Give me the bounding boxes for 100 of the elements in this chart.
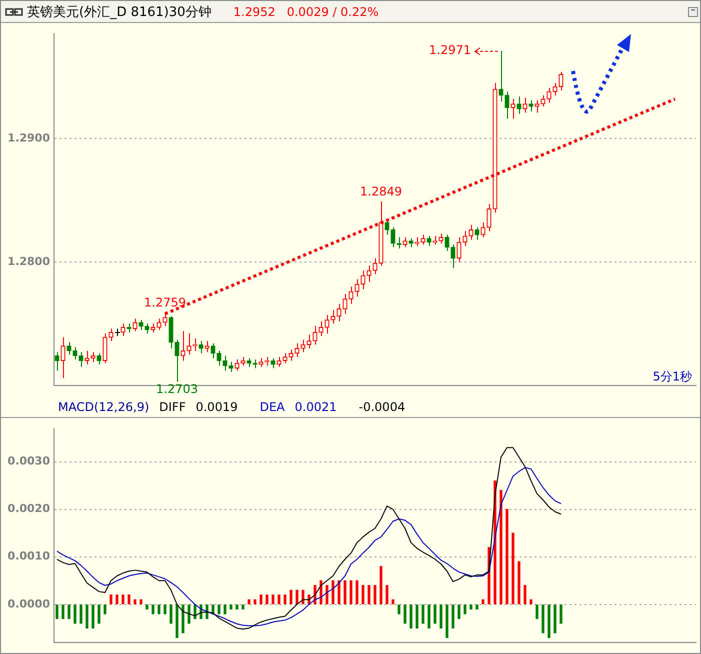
- candlestick: [90, 352, 96, 362]
- bar: [230, 604, 232, 610]
- bar: [518, 561, 520, 604]
- candlestick: [534, 100, 540, 114]
- bar: [362, 585, 364, 604]
- candlestick: [450, 244, 456, 269]
- bar: [512, 532, 514, 604]
- candlestick: [516, 96, 522, 114]
- bar: [398, 604, 400, 614]
- candlestick: [120, 323, 126, 337]
- bar: [182, 604, 184, 634]
- bar: [536, 604, 538, 619]
- candlestick: [186, 333, 192, 356]
- candlestick: [144, 323, 150, 334]
- bar: [224, 604, 226, 614]
- candlestick: [102, 333, 108, 364]
- bar: [506, 509, 508, 604]
- candlestick: [210, 342, 216, 359]
- bar: [326, 585, 328, 604]
- candlestick: [396, 236, 402, 249]
- candlestick: [306, 334, 312, 349]
- bar: [152, 604, 154, 614]
- candlestick: [78, 352, 84, 368]
- candlestick: [342, 294, 348, 314]
- bar: [554, 604, 556, 634]
- candlestick: [366, 265, 372, 282]
- candlestick: [174, 339, 180, 382]
- bar: [266, 594, 268, 604]
- candlestick: [288, 349, 294, 362]
- candlestick: [360, 270, 366, 290]
- bar: [368, 585, 370, 604]
- bar: [236, 604, 238, 610]
- candlestick: [198, 340, 204, 354]
- bar: [140, 599, 142, 604]
- bar: [74, 604, 76, 624]
- candlestick: [552, 82, 558, 96]
- candlestick: [420, 234, 426, 246]
- bar: [260, 594, 262, 604]
- bar: [68, 604, 70, 619]
- candlestick: [372, 258, 378, 275]
- candlestick: [474, 226, 480, 240]
- bar: [434, 604, 436, 624]
- candlestick: [156, 318, 162, 330]
- y-tick-label: 0.0010: [8, 550, 50, 563]
- bar: [446, 604, 448, 638]
- bar: [122, 594, 124, 604]
- bar: [476, 604, 478, 610]
- candlestick: [60, 336, 66, 378]
- annotation: 1.2971: [429, 43, 471, 58]
- bar: [218, 604, 220, 614]
- bar: [428, 604, 430, 628]
- candlestick: [504, 91, 510, 120]
- candlestick: [204, 340, 210, 353]
- y-tick-label: 0.0000: [8, 597, 50, 610]
- candlestick: [426, 236, 432, 246]
- bar: [248, 599, 250, 604]
- bar: [356, 580, 358, 604]
- candlestick: [330, 310, 336, 324]
- chart-title: MACD(12,26,9): [58, 400, 150, 414]
- candlestick: [276, 356, 282, 368]
- candlestick: [312, 326, 318, 346]
- candlestick: [234, 358, 240, 372]
- candlestick: [528, 100, 534, 112]
- bar: [104, 604, 106, 614]
- bar: [188, 604, 190, 624]
- bar: [350, 580, 352, 604]
- candlestick: [132, 318, 138, 332]
- bar: [344, 580, 346, 604]
- candlestick: [522, 97, 528, 114]
- bar: [374, 585, 376, 604]
- annotation: 5分1秒: [652, 370, 692, 384]
- bar: [242, 604, 244, 610]
- bar: [170, 604, 172, 624]
- bar: [338, 580, 340, 604]
- candlestick: [222, 355, 228, 372]
- bar: [422, 604, 424, 624]
- bar: [410, 604, 412, 628]
- text: 0.0021: [294, 400, 337, 414]
- candlestick: [498, 50, 504, 102]
- bar: [470, 604, 472, 610]
- bar: [524, 585, 526, 604]
- candlestick: [72, 346, 78, 360]
- text: -0.0004: [358, 400, 406, 414]
- bar: [62, 604, 64, 619]
- annotation: 1.2703: [156, 382, 198, 396]
- candlestick: [54, 352, 60, 372]
- bar: [392, 599, 394, 604]
- bar: [386, 585, 388, 604]
- bar: [146, 604, 148, 610]
- bar: [440, 604, 442, 628]
- candlestick: [438, 233, 444, 244]
- bar: [482, 599, 484, 604]
- y-tick-label: 1.2900: [8, 131, 50, 144]
- bar: [98, 604, 100, 624]
- bar: [164, 604, 166, 614]
- candlestick: [336, 303, 342, 322]
- candlestick: [348, 286, 354, 304]
- candlestick: [66, 342, 72, 356]
- candlestick: [180, 330, 186, 362]
- candlestick: [270, 358, 276, 369]
